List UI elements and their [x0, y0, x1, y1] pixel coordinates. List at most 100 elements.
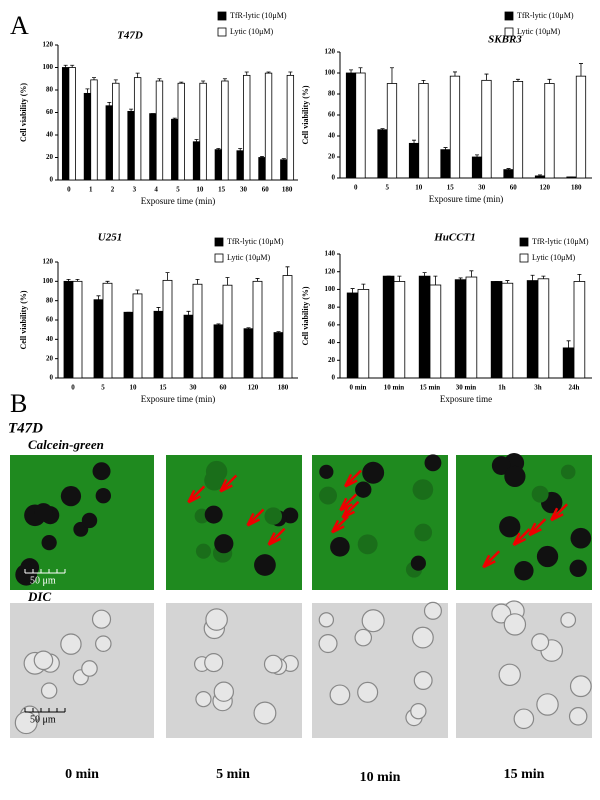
y-tick-label: 20	[328, 153, 336, 161]
x-tick-label: 180	[571, 184, 582, 192]
error-bar	[515, 78, 520, 82]
legend-swatch	[217, 11, 227, 21]
time-label: 5 min	[216, 767, 250, 782]
y-tick-label: 40	[46, 131, 54, 139]
y-tick-label: 20	[328, 356, 336, 364]
y-tick-label: 60	[328, 111, 336, 119]
error-bar	[285, 266, 290, 276]
x-axis-label: Exposure time	[440, 394, 492, 404]
bar	[382, 275, 395, 379]
x-tick-label: 0	[71, 384, 75, 392]
panel-label: A	[10, 11, 29, 40]
legend-label: TfR-lytic (10μM)	[532, 237, 589, 246]
bar	[153, 310, 164, 379]
bar	[280, 159, 288, 181]
error-bar	[222, 78, 227, 81]
error-bar	[349, 69, 354, 73]
x-tick-label: 5	[101, 384, 105, 392]
error-bar	[389, 67, 394, 84]
x-tick-label: 15	[447, 184, 455, 192]
error-bar	[484, 73, 489, 81]
chart-title: HuCCT1	[433, 232, 476, 244]
bar	[236, 150, 244, 181]
bar	[221, 80, 229, 181]
error-bar	[107, 101, 112, 106]
cell	[92, 462, 111, 481]
bar	[214, 149, 223, 181]
cell	[81, 660, 98, 677]
legend-swatch	[504, 11, 514, 21]
legend-swatch	[214, 237, 224, 247]
error-bar	[547, 78, 552, 84]
bar	[177, 82, 185, 181]
x-tick-label: 60	[220, 384, 228, 392]
error-bar	[452, 71, 457, 77]
error-bar	[70, 64, 75, 68]
bar	[83, 92, 92, 181]
cell	[357, 681, 379, 703]
cell	[413, 671, 433, 690]
bar	[418, 83, 429, 179]
y-tick-label: 100	[43, 277, 54, 285]
x-tick-label: 10 min	[384, 384, 405, 392]
time-label: 0 min	[65, 767, 99, 782]
cell	[91, 609, 112, 629]
y-tick-label: 100	[43, 63, 54, 71]
y-tick-label: 0	[50, 374, 54, 382]
error-bar	[246, 327, 251, 329]
y-tick-label: 0	[332, 174, 336, 182]
bar	[133, 77, 142, 181]
error-bar	[63, 64, 68, 68]
y-tick-label: 0	[332, 374, 336, 382]
cell	[410, 555, 426, 571]
cell	[412, 479, 434, 500]
y-tick-label: 20	[46, 153, 54, 161]
error-bar	[412, 139, 417, 144]
x-tick-label: 15 min	[420, 384, 441, 392]
bar	[573, 281, 586, 379]
error-bar	[350, 288, 355, 293]
bar	[501, 282, 514, 379]
bar	[526, 280, 539, 379]
bar	[440, 149, 451, 179]
y-tick-label: 140	[325, 250, 336, 258]
cell	[264, 507, 283, 525]
cell	[355, 481, 372, 498]
arrow	[330, 515, 349, 534]
arrow	[512, 528, 531, 547]
cell	[536, 545, 559, 568]
bar	[243, 328, 254, 379]
error-bar	[85, 88, 90, 94]
cell	[560, 464, 576, 480]
error-bar	[194, 139, 199, 142]
legend-label: Lytic (10μM)	[532, 253, 576, 262]
error-bar	[216, 148, 221, 150]
y-tick-label: 120	[43, 258, 54, 266]
row-label: Calcein-green	[28, 437, 104, 452]
legend-swatch	[504, 27, 514, 37]
cell	[569, 559, 587, 577]
bar	[562, 347, 575, 379]
y-tick-label: 20	[46, 354, 54, 362]
legend-label: Lytic (10μM)	[227, 253, 271, 262]
y-axis-label: Cell viability (%)	[301, 85, 310, 144]
x-tick-label: 0	[354, 184, 358, 192]
bar	[258, 157, 266, 181]
error-bar	[201, 80, 206, 84]
legend-label: Lytic (10μM)	[230, 27, 274, 36]
error-bar	[225, 277, 230, 286]
bar	[471, 156, 483, 179]
x-tick-label: 30 min	[456, 384, 477, 392]
legend-swatch	[519, 237, 529, 247]
error-bar	[397, 275, 402, 282]
x-tick-label: 60	[510, 184, 518, 192]
bar	[149, 113, 157, 181]
error-bar	[566, 340, 571, 348]
cell	[318, 633, 338, 654]
legend-label: Lytic (10μM)	[517, 27, 561, 36]
y-tick-label: 40	[328, 132, 336, 140]
cell	[40, 682, 58, 699]
error-bar	[260, 155, 264, 158]
bar	[213, 324, 224, 379]
cell	[318, 612, 335, 628]
